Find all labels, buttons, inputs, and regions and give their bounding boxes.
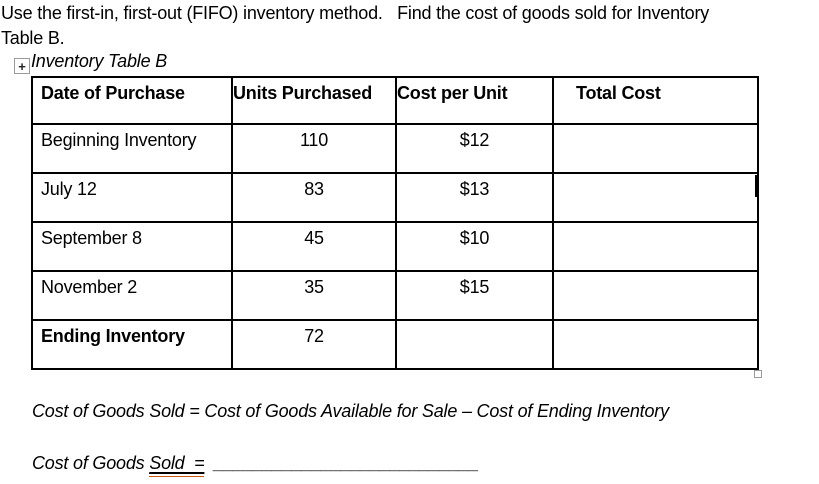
cell-cost[interactable]: $15 [395, 270, 554, 321]
cell-date[interactable]: Ending Inventory [31, 319, 233, 370]
formula-text: Cost of Goods Sold = Cost of Goods Avail… [32, 401, 669, 421]
answer-underlined-text: Sold = [149, 453, 205, 477]
cell-units[interactable]: 83 [231, 172, 397, 223]
cell-cost[interactable] [395, 319, 554, 370]
table-row: July 12 83 $13 [31, 172, 759, 223]
answer-line: Cost of Goods Sold = ___________________… [32, 451, 479, 477]
cell-units[interactable]: 110 [231, 123, 397, 174]
cell-units[interactable]: 72 [231, 319, 397, 370]
answer-blank[interactable]: ___________________________ [214, 453, 479, 473]
header-date-of-purchase: Date of Purchase [31, 76, 233, 125]
cell-total[interactable] [552, 123, 759, 174]
table-resize-handle[interactable] [754, 370, 762, 378]
table-row: November 2 35 $15 [31, 270, 759, 321]
cell-date[interactable]: Beginning Inventory [31, 123, 233, 174]
cell-date[interactable]: July 12 [31, 172, 233, 223]
table-move-handle[interactable]: + [14, 58, 30, 74]
cell-cost[interactable]: $12 [395, 123, 554, 174]
answer-prefix: Cost of Goods [32, 453, 150, 473]
intro-paragraph: Use the first-in, first-out (FIFO) inven… [1, 3, 710, 48]
header-total-cost: Total Cost [552, 76, 759, 125]
table-row: Beginning Inventory 110 $12 [31, 123, 759, 174]
cell-cost[interactable]: $10 [395, 221, 554, 272]
answer-gap [204, 453, 214, 473]
cell-total[interactable] [552, 270, 759, 321]
cell-total[interactable] [552, 172, 759, 223]
header-units-purchased: Units Purchased [231, 76, 397, 125]
cell-date[interactable]: November 2 [31, 270, 233, 321]
cell-units[interactable]: 45 [231, 221, 397, 272]
text-cursor [755, 175, 757, 197]
cell-total[interactable] [552, 319, 759, 370]
table-title: Inventory Table B [31, 51, 168, 71]
header-cost-per-unit: Cost per Unit [395, 76, 554, 125]
cell-cost[interactable]: $13 [395, 172, 554, 223]
cell-date[interactable]: September 8 [31, 221, 233, 272]
table-row: September 8 45 $10 [31, 221, 759, 272]
table-row: Ending Inventory 72 [31, 319, 759, 370]
header-row: Date of Purchase Units Purchased Cost pe… [31, 76, 759, 125]
cell-total[interactable] [552, 221, 759, 272]
move-icon: + [18, 58, 26, 74]
inventory-table: Date of Purchase Units Purchased Cost pe… [31, 76, 759, 370]
cell-units[interactable]: 35 [231, 270, 397, 321]
